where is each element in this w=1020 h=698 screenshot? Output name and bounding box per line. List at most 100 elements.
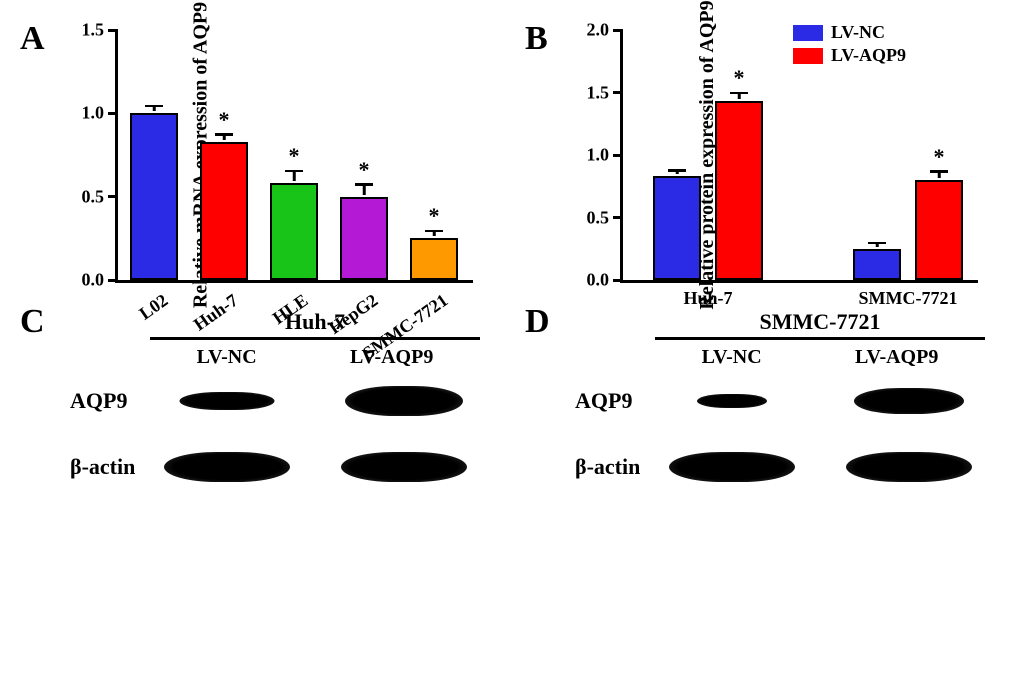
blot-band (839, 379, 979, 423)
blot-c: Huh-7 LV-NC LV-AQP9 AQP9 β-actin (20, 303, 495, 489)
blot-band-pair (150, 379, 480, 423)
y-tick (108, 195, 118, 198)
chart-a-area: Relative mRNA expression of AQP9 0.00.51… (115, 30, 473, 283)
bar: * (340, 197, 388, 280)
legend-label: LV-NC (831, 22, 885, 43)
blot-row-label: β-actin (70, 454, 150, 480)
panel-b-letter: B (525, 20, 548, 58)
blot-band-fill (669, 452, 795, 482)
significance-star: * (289, 143, 300, 169)
error-cap (930, 170, 948, 173)
blot-row-label: β-actin (575, 454, 655, 480)
blot-band-fill (164, 452, 290, 482)
blot-band-pair (655, 445, 985, 489)
blot-row: β-actin (575, 445, 1000, 489)
blot-title: SMMC-7721 (655, 309, 985, 340)
blot-row-label: AQP9 (575, 388, 655, 414)
y-tick (613, 216, 623, 219)
significance-star: * (429, 203, 440, 229)
y-tick (613, 279, 623, 282)
bar (130, 113, 178, 280)
error-cap (425, 230, 443, 233)
y-tick-label: 1.5 (82, 20, 105, 41)
panel-a: A Relative mRNA expression of AQP9 0.00.… (20, 20, 495, 283)
blot-band (157, 379, 297, 423)
blot-band (662, 445, 802, 489)
y-tick-label: 0.0 (82, 270, 105, 291)
blot-col-header: LV-AQP9 (855, 346, 938, 369)
significance-star: * (734, 65, 745, 91)
bar: * (270, 183, 318, 280)
blot-row: AQP9 (70, 379, 495, 423)
blot-row-label: AQP9 (70, 388, 150, 414)
blot-band-fill (846, 452, 972, 482)
y-tick-label: 0.5 (82, 186, 105, 207)
bar: * (915, 180, 963, 280)
error-cap (145, 105, 163, 108)
panel-c-letter: C (20, 303, 45, 341)
error-bar (293, 171, 296, 181)
figure-grid: A Relative mRNA expression of AQP9 0.00.… (20, 20, 1000, 511)
bar: * (715, 101, 763, 280)
legend-swatch (793, 48, 823, 64)
blot-band-fill (854, 388, 964, 414)
blot-d: SMMC-7721 LV-NC LV-AQP9 AQP9 β-actin (525, 303, 1000, 489)
y-tick-label: 2.0 (587, 20, 610, 41)
blot-col-header: LV-NC (197, 346, 257, 369)
error-cap (668, 169, 686, 172)
bar (653, 176, 701, 280)
y-tick (108, 279, 118, 282)
significance-star: * (219, 107, 230, 133)
blot-title: Huh-7 (150, 309, 480, 340)
y-tick (613, 91, 623, 94)
blot-band-pair (150, 445, 480, 489)
blot-band (157, 445, 297, 489)
blot-band-fill (345, 386, 463, 416)
panel-c: C Huh-7 LV-NC LV-AQP9 AQP9 β-actin (20, 303, 495, 511)
bar: * (410, 238, 458, 280)
panel-b: B Relative protein expression of AQP9 LV… (525, 20, 1000, 283)
blot-col-header: LV-AQP9 (350, 346, 433, 369)
chart-b-legend: LV-NCLV-AQP9 (793, 22, 906, 68)
blot-row: AQP9 (575, 379, 1000, 423)
legend-row: LV-NC (793, 22, 906, 43)
y-tick-label: 1.0 (587, 145, 610, 166)
legend-swatch (793, 25, 823, 41)
blot-col-headers: LV-NC LV-AQP9 (655, 340, 985, 379)
significance-star: * (934, 144, 945, 170)
legend-row: LV-AQP9 (793, 45, 906, 66)
bar: * (200, 142, 248, 280)
bar (853, 249, 901, 280)
blot-band (334, 379, 474, 423)
panel-d: D SMMC-7721 LV-NC LV-AQP9 AQP9 β-actin (525, 303, 1000, 511)
blot-col-headers: LV-NC LV-AQP9 (150, 340, 480, 379)
blot-band-pair (655, 379, 985, 423)
y-tick (613, 29, 623, 32)
y-tick-label: 0.5 (587, 207, 610, 228)
blot-row: β-actin (70, 445, 495, 489)
blot-col-header: LV-NC (702, 346, 762, 369)
chart-b-area: Relative protein expression of AQP9 LV-N… (620, 30, 978, 283)
panel-d-letter: D (525, 303, 550, 341)
blot-band-fill (179, 392, 274, 410)
y-tick (108, 112, 118, 115)
blot-band-fill (341, 452, 467, 482)
blot-band (839, 445, 979, 489)
panel-a-letter: A (20, 20, 45, 58)
y-tick-label: 1.0 (82, 103, 105, 124)
error-cap (730, 92, 748, 95)
y-tick-label: 0.0 (587, 270, 610, 291)
error-cap (285, 170, 303, 173)
y-tick (613, 154, 623, 157)
blot-band (334, 445, 474, 489)
significance-star: * (359, 157, 370, 183)
y-tick (108, 29, 118, 32)
error-cap (868, 242, 886, 245)
y-tick-label: 1.5 (587, 82, 610, 103)
error-bar (363, 185, 366, 195)
legend-label: LV-AQP9 (831, 45, 906, 66)
blot-band (662, 379, 802, 423)
blot-band-fill (697, 394, 767, 408)
error-cap (215, 133, 233, 136)
error-cap (355, 183, 373, 186)
